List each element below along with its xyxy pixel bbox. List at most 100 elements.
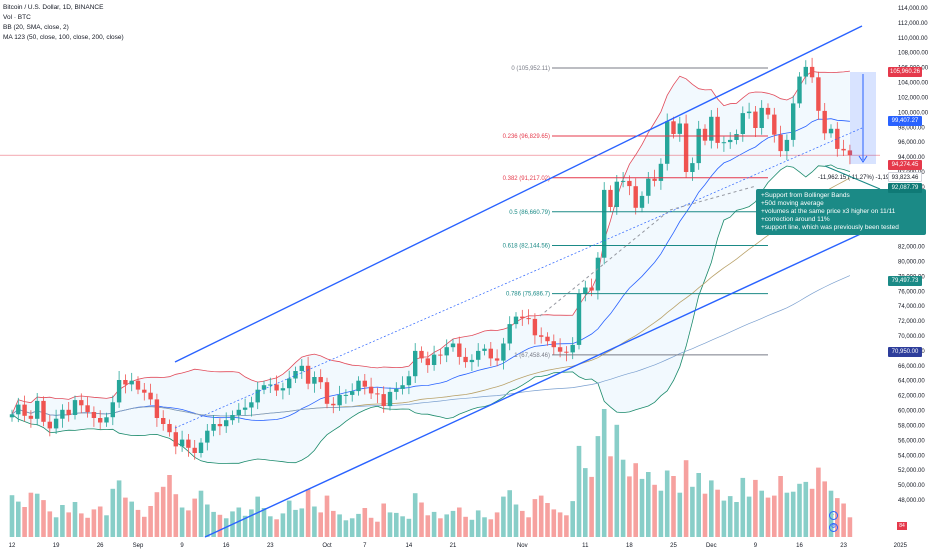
- candle-body[interactable]: [406, 376, 412, 386]
- candle-body[interactable]: [324, 382, 330, 404]
- legend-symbol[interactable]: Bitcoin / U.S. Dollar, 1D, BINANCE: [3, 4, 104, 11]
- candle-body[interactable]: [9, 414, 15, 418]
- candle-body[interactable]: [658, 163, 664, 181]
- candle-body[interactable]: [104, 417, 109, 423]
- candle-body[interactable]: [60, 409, 65, 419]
- candle-body[interactable]: [570, 344, 575, 353]
- candle-body[interactable]: [734, 134, 739, 140]
- candle-body[interactable]: [211, 424, 216, 431]
- eye-icon[interactable]: ·: [829, 511, 838, 520]
- candle-body[interactable]: [476, 350, 481, 360]
- candle-body[interactable]: [778, 134, 783, 152]
- candle-body[interactable]: [595, 257, 601, 291]
- candle-body[interactable]: [803, 66, 808, 77]
- candle-body[interactable]: [620, 180, 626, 182]
- candle-body[interactable]: [337, 394, 342, 406]
- candle-body[interactable]: [809, 66, 815, 78]
- candle-body[interactable]: [41, 400, 46, 422]
- gear-icon[interactable]: ⚙: [829, 523, 838, 532]
- candle-body[interactable]: [280, 388, 286, 391]
- candle-body[interactable]: [463, 356, 468, 363]
- candle-body[interactable]: [381, 394, 386, 406]
- candle-body[interactable]: [318, 377, 323, 383]
- candle-body[interactable]: [721, 142, 727, 144]
- candle-body[interactable]: [608, 189, 613, 207]
- candle-body[interactable]: [835, 128, 840, 149]
- candle-body[interactable]: [79, 400, 84, 406]
- candle-body[interactable]: [740, 113, 745, 134]
- candle-body[interactable]: [299, 365, 304, 371]
- candle-body[interactable]: [690, 163, 695, 172]
- candle-body[interactable]: [72, 400, 78, 415]
- candle-body[interactable]: [633, 186, 638, 208]
- candle-body[interactable]: [501, 343, 506, 361]
- candle-body[interactable]: [784, 139, 790, 152]
- candle-body[interactable]: [312, 377, 317, 384]
- candle-body[interactable]: [425, 358, 430, 366]
- candle-body[interactable]: [702, 128, 708, 141]
- candle-body[interactable]: [627, 180, 632, 187]
- candle-body[interactable]: [671, 121, 676, 134]
- candle-body[interactable]: [343, 394, 349, 396]
- candle-body[interactable]: [526, 318, 531, 320]
- channel-lower-line[interactable]: [204, 224, 881, 538]
- candle-body[interactable]: [173, 432, 178, 447]
- candle-body[interactable]: [135, 380, 141, 390]
- candle-body[interactable]: [847, 150, 853, 156]
- candle-body[interactable]: [362, 380, 367, 387]
- analysis-note[interactable]: +Support from Bollinger Bands +50d movin…: [756, 189, 926, 235]
- candle-body[interactable]: [198, 442, 204, 453]
- candle-body[interactable]: [564, 351, 569, 353]
- candle-body[interactable]: [148, 392, 153, 400]
- candle-body[interactable]: [287, 378, 292, 389]
- candle-body[interactable]: [331, 403, 336, 406]
- candle-body[interactable]: [419, 350, 424, 359]
- candle-body[interactable]: [715, 116, 720, 143]
- candle-body[interactable]: [413, 350, 418, 377]
- candle-body[interactable]: [28, 415, 34, 419]
- candle-body[interactable]: [816, 77, 821, 111]
- candle-body[interactable]: [154, 399, 160, 418]
- candle-body[interactable]: [646, 178, 651, 196]
- candle-body[interactable]: [469, 359, 475, 363]
- candle-body[interactable]: [683, 123, 689, 173]
- candle-body[interactable]: [268, 384, 273, 386]
- candle-body[interactable]: [161, 418, 166, 424]
- candle-body[interactable]: [494, 358, 500, 361]
- candle-body[interactable]: [652, 178, 657, 181]
- candle-body[interactable]: [589, 287, 594, 291]
- channel-upper-line[interactable]: [174, 25, 863, 363]
- candle-body[interactable]: [520, 316, 525, 319]
- candle-body[interactable]: [614, 181, 619, 207]
- candle-body[interactable]: [828, 128, 834, 134]
- candle-body[interactable]: [375, 393, 380, 395]
- candle-body[interactable]: [444, 347, 449, 356]
- candle-body[interactable]: [356, 380, 361, 392]
- candle-body[interactable]: [507, 324, 512, 344]
- candle-body[interactable]: [142, 389, 147, 393]
- legend-bollinger[interactable]: BB (20, SMA, close, 2): [3, 24, 69, 31]
- candle-body[interactable]: [438, 354, 443, 356]
- candle-body[interactable]: [765, 107, 771, 115]
- candle-body[interactable]: [665, 121, 670, 164]
- candle-body[interactable]: [602, 189, 607, 258]
- legend-volume[interactable]: Vol · BTC: [3, 14, 31, 21]
- candle-body[interactable]: [255, 389, 260, 403]
- candle-body[interactable]: [205, 430, 210, 443]
- candle-body[interactable]: [746, 111, 752, 114]
- candle-body[interactable]: [129, 380, 134, 385]
- candle-body[interactable]: [261, 385, 267, 390]
- candle-body[interactable]: [457, 343, 462, 357]
- candle-body[interactable]: [249, 402, 254, 408]
- candle-body[interactable]: [116, 380, 122, 403]
- candle-body[interactable]: [192, 447, 197, 453]
- candle-body[interactable]: [242, 407, 248, 410]
- candle-body[interactable]: [400, 385, 405, 389]
- candle-body[interactable]: [513, 316, 519, 325]
- candle-body[interactable]: [85, 405, 90, 412]
- candle-body[interactable]: [293, 371, 298, 379]
- candle-body[interactable]: [22, 404, 27, 416]
- candle-body[interactable]: [822, 110, 827, 134]
